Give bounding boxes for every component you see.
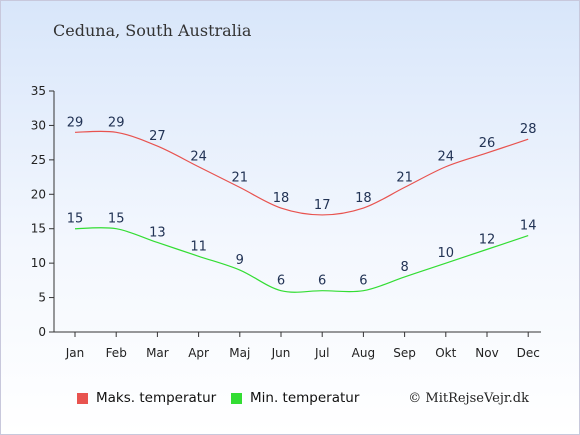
- y-tick-label: 35: [31, 84, 46, 98]
- data-label-max: 29: [108, 115, 125, 130]
- x-tick-label: Sep: [393, 346, 416, 360]
- data-label-min: 8: [400, 260, 408, 275]
- data-label-min: 11: [190, 239, 207, 254]
- chart-title: Ceduna, South Australia: [53, 21, 252, 40]
- legend-label-max: Maks. temperatur: [96, 390, 217, 406]
- copyright-text: © MitRejseVejr.dk: [408, 391, 529, 406]
- data-label-min: 6: [359, 274, 367, 289]
- data-label-min: 12: [479, 232, 496, 247]
- x-tick-label: Apr: [188, 346, 209, 360]
- data-label-min: 15: [108, 212, 125, 227]
- data-label-min: 9: [236, 253, 244, 268]
- y-tick-label: 25: [31, 153, 46, 167]
- x-tick-label: Nov: [475, 346, 498, 360]
- x-tick-label: Mar: [146, 346, 169, 360]
- y-tick-label: 5: [38, 291, 46, 305]
- data-label-max: 18: [355, 191, 372, 206]
- x-tick-label: Okt: [435, 346, 456, 360]
- data-label-max: 21: [232, 170, 249, 185]
- y-tick-label: 0: [38, 325, 46, 339]
- data-label-min: 13: [149, 225, 166, 240]
- x-tick-label: Jul: [314, 346, 329, 360]
- legend-label-min: Min. temperatur: [250, 390, 360, 406]
- legend-item-min: Min. temperatur: [231, 390, 359, 406]
- series-line-min: [74, 227, 529, 293]
- data-label-min: 6: [318, 274, 326, 289]
- x-tick-label: Dec: [517, 346, 540, 360]
- data-label-min: 14: [520, 219, 537, 234]
- legend-swatch-min: [231, 392, 242, 404]
- data-label-max: 17: [314, 198, 331, 213]
- data-label-max: 21: [396, 170, 413, 185]
- data-label-min: 6: [277, 274, 285, 289]
- x-tick-label: Jan: [65, 346, 85, 360]
- data-label-max: 18: [273, 191, 290, 206]
- x-tick-label: Jun: [271, 346, 291, 360]
- data-label-max: 26: [479, 136, 496, 151]
- legend-item-max: Maks. temperatur: [77, 390, 216, 406]
- data-label-max: 28: [520, 122, 537, 137]
- y-tick-label: 10: [31, 256, 46, 270]
- x-tick-label: Feb: [106, 346, 127, 360]
- x-tick-label: Maj: [229, 346, 250, 360]
- data-label-min: 15: [67, 212, 84, 227]
- data-label-max: 27: [149, 129, 166, 144]
- legend-swatch-max: [77, 392, 88, 404]
- data-label-min: 10: [438, 246, 455, 261]
- y-tick-label: 30: [31, 118, 46, 132]
- x-tick-label: Aug: [352, 346, 375, 360]
- data-label-max: 29: [67, 115, 84, 130]
- data-label-max: 24: [438, 150, 455, 165]
- data-label-max: 24: [190, 150, 207, 165]
- y-tick-label: 20: [31, 187, 46, 201]
- series-line-max: [74, 130, 529, 216]
- y-tick-label: 15: [31, 222, 46, 236]
